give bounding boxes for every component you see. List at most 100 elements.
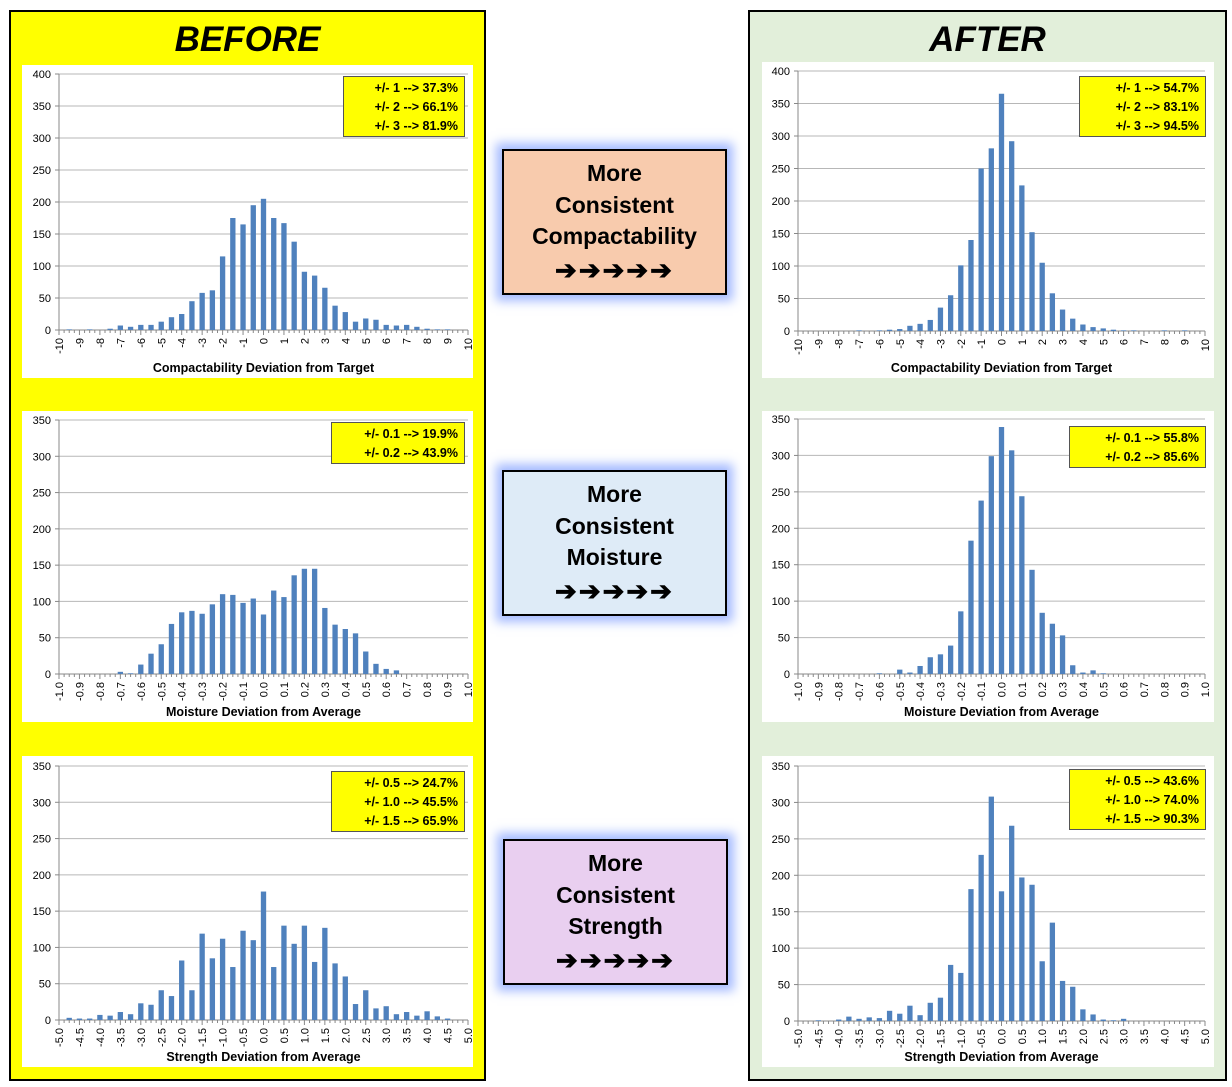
bar bbox=[403, 1012, 410, 1020]
bar bbox=[1110, 1020, 1117, 1021]
x-tick-label: -1.0 bbox=[218, 1028, 230, 1047]
compactability-callout: More Consistent Compactability ➔➔➔➔➔ bbox=[502, 149, 727, 295]
bar bbox=[856, 330, 862, 331]
bar bbox=[199, 613, 205, 674]
bar bbox=[168, 317, 175, 330]
bar bbox=[876, 673, 883, 674]
y-tick-label: 150 bbox=[772, 907, 790, 919]
bar bbox=[352, 321, 359, 330]
bar bbox=[988, 148, 994, 331]
bar bbox=[240, 602, 246, 674]
bar bbox=[1019, 496, 1025, 674]
bar bbox=[958, 265, 964, 331]
y-tick-label: 50 bbox=[39, 633, 51, 645]
callout-line: Moisture bbox=[566, 544, 663, 570]
bar bbox=[373, 1008, 379, 1020]
bar bbox=[271, 967, 277, 1020]
stats-line: +/- 1.5 --> 65.9% bbox=[364, 814, 458, 828]
x-tick-label: 0.5 bbox=[1098, 682, 1110, 697]
bar bbox=[937, 307, 944, 331]
x-tick-label: -0.6 bbox=[136, 682, 148, 701]
y-tick-label: 350 bbox=[772, 99, 790, 111]
y-tick-label: 300 bbox=[772, 450, 790, 462]
bar bbox=[1029, 884, 1035, 1021]
x-tick-label: -0.4 bbox=[915, 682, 927, 701]
x-tick-label: 1 bbox=[1017, 339, 1029, 345]
bar bbox=[383, 1006, 389, 1020]
x-tick-label: -8 bbox=[95, 338, 107, 348]
bar bbox=[373, 663, 379, 674]
bar bbox=[240, 930, 246, 1020]
x-tick-label: -5 bbox=[156, 338, 168, 348]
y-tick-label: 0 bbox=[784, 326, 790, 338]
bar bbox=[424, 328, 430, 330]
x-tick-label: 3 bbox=[320, 338, 332, 344]
after-title: AFTER bbox=[929, 20, 1046, 59]
bar bbox=[968, 889, 974, 1021]
bar bbox=[179, 960, 185, 1020]
bar bbox=[189, 610, 195, 674]
bar bbox=[1090, 670, 1096, 674]
stats-line: +/- 0.2 --> 43.9% bbox=[364, 446, 458, 460]
x-tick-label: 0.5 bbox=[361, 682, 373, 697]
bar bbox=[332, 963, 338, 1020]
bar bbox=[947, 295, 954, 331]
bar bbox=[1039, 612, 1045, 674]
x-tick-label: 1.0 bbox=[1037, 1029, 1049, 1044]
bar bbox=[897, 669, 903, 674]
bar bbox=[1019, 185, 1025, 331]
x-tick-label: -0.9 bbox=[813, 682, 825, 701]
bar bbox=[434, 1016, 440, 1020]
bar bbox=[897, 1013, 903, 1021]
x-tick-label: 7 bbox=[1139, 339, 1151, 345]
x-tick-label: -0.8 bbox=[95, 682, 107, 701]
bar bbox=[87, 329, 93, 330]
bar bbox=[311, 275, 318, 330]
bar bbox=[127, 673, 134, 674]
bar bbox=[1070, 665, 1076, 674]
bar bbox=[322, 287, 328, 330]
stats-line: +/- 0.5 --> 43.6% bbox=[1105, 774, 1199, 788]
bar bbox=[383, 668, 389, 674]
x-tick-label: 7 bbox=[402, 338, 414, 344]
bar bbox=[1100, 328, 1106, 331]
bar bbox=[1049, 922, 1056, 1021]
bar bbox=[363, 990, 369, 1020]
stats-line: +/- 0.5 --> 24.7% bbox=[364, 776, 458, 790]
y-tick-label: 350 bbox=[772, 761, 790, 773]
x-tick-label: -1.5 bbox=[935, 1029, 947, 1048]
stats-box: +/- 0.1 --> 19.9% +/- 0.2 --> 43.9% bbox=[331, 422, 465, 464]
callout-line: Compactability bbox=[532, 223, 697, 249]
y-tick-label: 300 bbox=[33, 451, 51, 463]
x-tick-label: -0.2 bbox=[218, 682, 230, 701]
stats-line: +/- 2 --> 83.1% bbox=[1115, 100, 1199, 114]
bar bbox=[937, 654, 944, 674]
bar bbox=[148, 653, 154, 674]
x-tick-label: 0.9 bbox=[1180, 682, 1192, 697]
bar bbox=[947, 964, 954, 1021]
bar bbox=[148, 324, 154, 330]
bar bbox=[301, 568, 308, 674]
bar bbox=[352, 1004, 359, 1020]
bar bbox=[907, 1005, 913, 1021]
bar bbox=[886, 329, 893, 331]
y-tick-label: 50 bbox=[778, 294, 790, 306]
x-tick-label: -0.1 bbox=[238, 682, 250, 701]
y-tick-label: 200 bbox=[772, 523, 790, 535]
x-tick-label: 1.0 bbox=[463, 682, 473, 697]
x-tick-label: 4.0 bbox=[422, 1028, 434, 1043]
x-tick-label: -4.5 bbox=[74, 1028, 86, 1047]
bar bbox=[260, 891, 267, 1020]
x-tick-label: 2 bbox=[299, 338, 311, 344]
x-tick-label: 0.2 bbox=[1037, 682, 1049, 697]
bar bbox=[1049, 623, 1056, 674]
bar bbox=[97, 1014, 103, 1020]
y-tick-label: 100 bbox=[772, 261, 790, 273]
x-tick-label: -2.5 bbox=[895, 1029, 907, 1048]
bar bbox=[107, 328, 113, 330]
bar bbox=[958, 611, 964, 674]
bar bbox=[978, 168, 984, 331]
bar bbox=[886, 1010, 893, 1021]
bar bbox=[271, 218, 277, 330]
bar bbox=[168, 623, 175, 674]
